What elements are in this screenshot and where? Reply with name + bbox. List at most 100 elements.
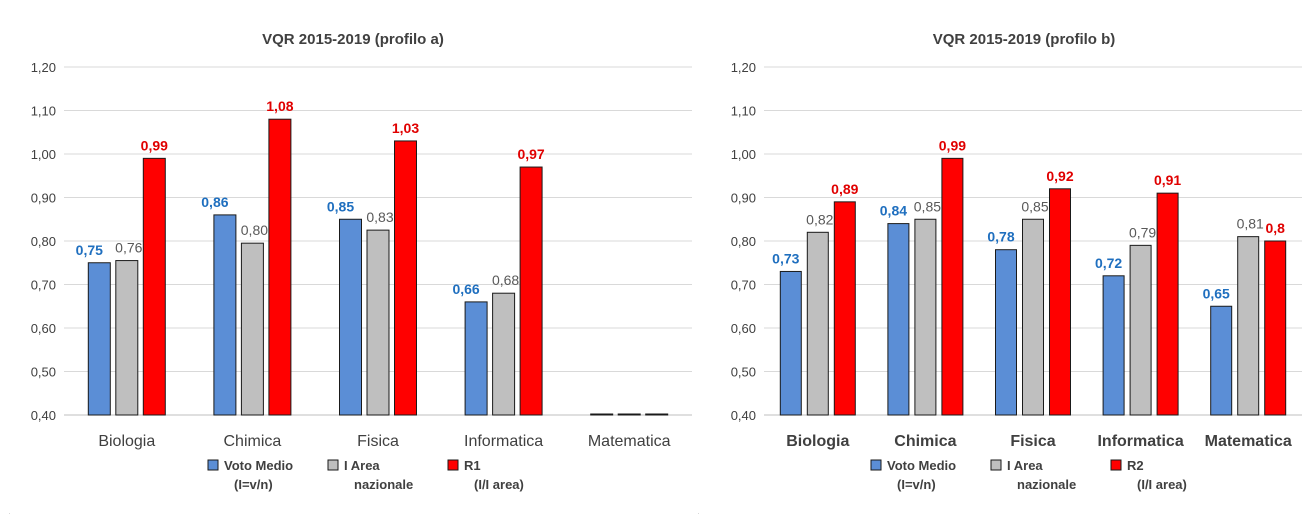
- chart-b-data-label: 0,85: [914, 198, 941, 214]
- chart-b-bar: [833, 201, 856, 416]
- chart-b-bar: [914, 218, 937, 416]
- chart-b-data-label: 0,79: [1129, 224, 1156, 240]
- chart-b-bar: [806, 231, 829, 416]
- chart-a-x-tick-label: Biologia: [98, 433, 155, 450]
- chart-b-bar: [1102, 275, 1125, 416]
- chart-b-bar: [995, 249, 1017, 416]
- chart-a-data-label: 0,80: [241, 222, 268, 238]
- chart-a-legend-label: (I=v/n): [234, 477, 273, 492]
- chart-b-x-tick-label: Chimica: [894, 433, 956, 450]
- chart-a-bar: [339, 218, 362, 416]
- chart-b-legend-label: (I/I area): [1137, 477, 1187, 492]
- chart-b-legend-label: I Area: [1007, 458, 1043, 473]
- chart-b-y-tick-label: 0,40: [731, 408, 756, 423]
- chart-b-data-label: 0,82: [806, 211, 833, 227]
- chart-b-legend-label: nazionale: [1017, 477, 1076, 492]
- chart-a-bar: [268, 118, 292, 416]
- chart-b-svg: VQR 2015-2019 (profilo b) 0,40 0,50 0,60 0,7…: [731, 31, 1302, 492]
- chart-a-data-label: 0,75: [76, 242, 103, 258]
- chart-a-x-tick-label: Matematica: [588, 433, 671, 450]
- chart-a-data-label: 0,86: [201, 194, 228, 210]
- chart-a-bar: [142, 157, 166, 416]
- chart-a-bar: [590, 413, 614, 416]
- chart-a-bar: [519, 166, 543, 416]
- chart-a-y-tick-label: 1,00: [31, 147, 56, 162]
- chart-b-data-label: 0,85: [1021, 198, 1048, 214]
- chart-a-data-label: 0,66: [452, 281, 479, 297]
- chart-a-y-tick-label: 1,10: [31, 104, 56, 119]
- chart-b-bar: [1129, 244, 1152, 416]
- chart-a-svg: VQR 2015-2019 (profilo a) 0,40 0,50 0,60 0,7…: [31, 31, 692, 492]
- chart-b-y-tick-label: 1,20: [731, 60, 756, 75]
- chart-b-bar: [1237, 236, 1260, 416]
- chart-a-x-tick-label: Informatica: [464, 433, 543, 450]
- chart-b-data-label: 0,89: [831, 181, 858, 197]
- chart-a-y-tick-label: 0,80: [31, 234, 56, 249]
- chart-b-x-tick-label: Matematica: [1205, 433, 1292, 450]
- chart-b-bar: [1156, 192, 1179, 416]
- chart-a-bar: [394, 140, 417, 416]
- chart-b-legend-label: (I=v/n): [897, 477, 936, 492]
- chart-b-data-label: 0,92: [1046, 168, 1073, 184]
- chart-a-legend-label: nazionale: [354, 477, 413, 492]
- chart-b-legend-swatch: [990, 459, 1002, 471]
- chart-panel-b: VQR 2015-2019 (profilo b) 0,40 0,50 0,60 0,7…: [706, 0, 1302, 513]
- chart-a-y-tick-label: 0,60: [31, 321, 56, 336]
- chart-a-y-tick-label: 1,20: [31, 60, 56, 75]
- chart-b-bar: [941, 157, 964, 416]
- chart-b-data-label: 0,8: [1265, 220, 1285, 236]
- chart-b-y-tick-label: 1,00: [731, 147, 756, 162]
- chart-b-data-label: 0,72: [1095, 255, 1122, 271]
- chart-b-legend-label: R2: [1127, 458, 1144, 473]
- chart-a-legend-swatch: [207, 459, 219, 471]
- chart-a-data-label: 0,76: [115, 240, 142, 256]
- chart-b-bar: [1022, 218, 1044, 416]
- chart-a-legend-label: R1: [464, 458, 481, 473]
- chart-b-y-tick-label: 1,10: [731, 104, 756, 119]
- chart-b-x-tick-label: Fisica: [1010, 433, 1055, 450]
- chart-b-bar: [887, 223, 910, 416]
- chart-b-data-label: 0,65: [1203, 285, 1230, 301]
- chart-a-bar: [240, 242, 264, 416]
- chart-a-bar: [366, 229, 390, 416]
- chart-b-legend-swatch: [870, 459, 882, 471]
- chart-b-data-label: 0,81: [1237, 216, 1264, 232]
- chart-a-x-tick-label: Fisica: [357, 433, 399, 450]
- chart-a-bar: [87, 262, 111, 416]
- chart-a-bar: [464, 301, 488, 416]
- panel-separator: [702, 0, 706, 513]
- chart-b-y-tick-label: 0,50: [731, 365, 756, 380]
- chart-a-legend-label: I Area: [344, 458, 380, 473]
- chart-b-bar: [1264, 240, 1287, 416]
- chart-a-y-tick-label: 0,70: [31, 278, 56, 293]
- chart-a-data-label: 0,85: [327, 198, 354, 214]
- chart-a-bar: [617, 413, 641, 416]
- chart-b-data-label: 0,91: [1154, 172, 1181, 188]
- chart-a-data-label: 1,08: [266, 98, 293, 114]
- chart-b-bar: [1049, 188, 1071, 416]
- chart-b-title: VQR 2015-2019 (profilo b): [933, 31, 1116, 48]
- chart-a-data-label: 0,68: [492, 272, 519, 288]
- chart-b-y-tick-label: 0,60: [731, 321, 756, 336]
- chart-b-data-label: 0,99: [939, 137, 966, 153]
- chart-a-data-label: 0,99: [141, 137, 168, 153]
- chart-a-bar: [213, 214, 237, 416]
- chart-a-y-tick-label: 0,40: [31, 408, 56, 423]
- chart-a-bar: [115, 260, 139, 416]
- chart-b-y-tick-label: 0,90: [731, 191, 756, 206]
- chart-a-data-label: 0,83: [366, 209, 393, 225]
- chart-a-data-label: 0,97: [517, 146, 544, 162]
- chart-b-data-label: 0,78: [987, 229, 1014, 245]
- chart-a-y-tick-label: 0,50: [31, 365, 56, 380]
- chart-a-data-label: 1,03: [392, 120, 419, 136]
- chart-b-bar: [779, 270, 802, 416]
- chart-b-legend-label: Voto Medio: [887, 458, 956, 473]
- chart-a-legend-swatch: [447, 459, 459, 471]
- chart-b-data-label: 0,73: [772, 250, 799, 266]
- chart-a-legend-label: Voto Medio: [224, 458, 293, 473]
- chart-a-bar: [645, 413, 669, 416]
- chart-panel-a: VQR 2015-2019 (profilo a) 0,40 0,50 0,60 0,7…: [30, 31, 692, 492]
- chart-b-y-tick-label: 0,70: [731, 278, 756, 293]
- chart-b-x-tick-label: Biologia: [786, 433, 849, 450]
- chart-a-legend-swatch: [327, 459, 339, 471]
